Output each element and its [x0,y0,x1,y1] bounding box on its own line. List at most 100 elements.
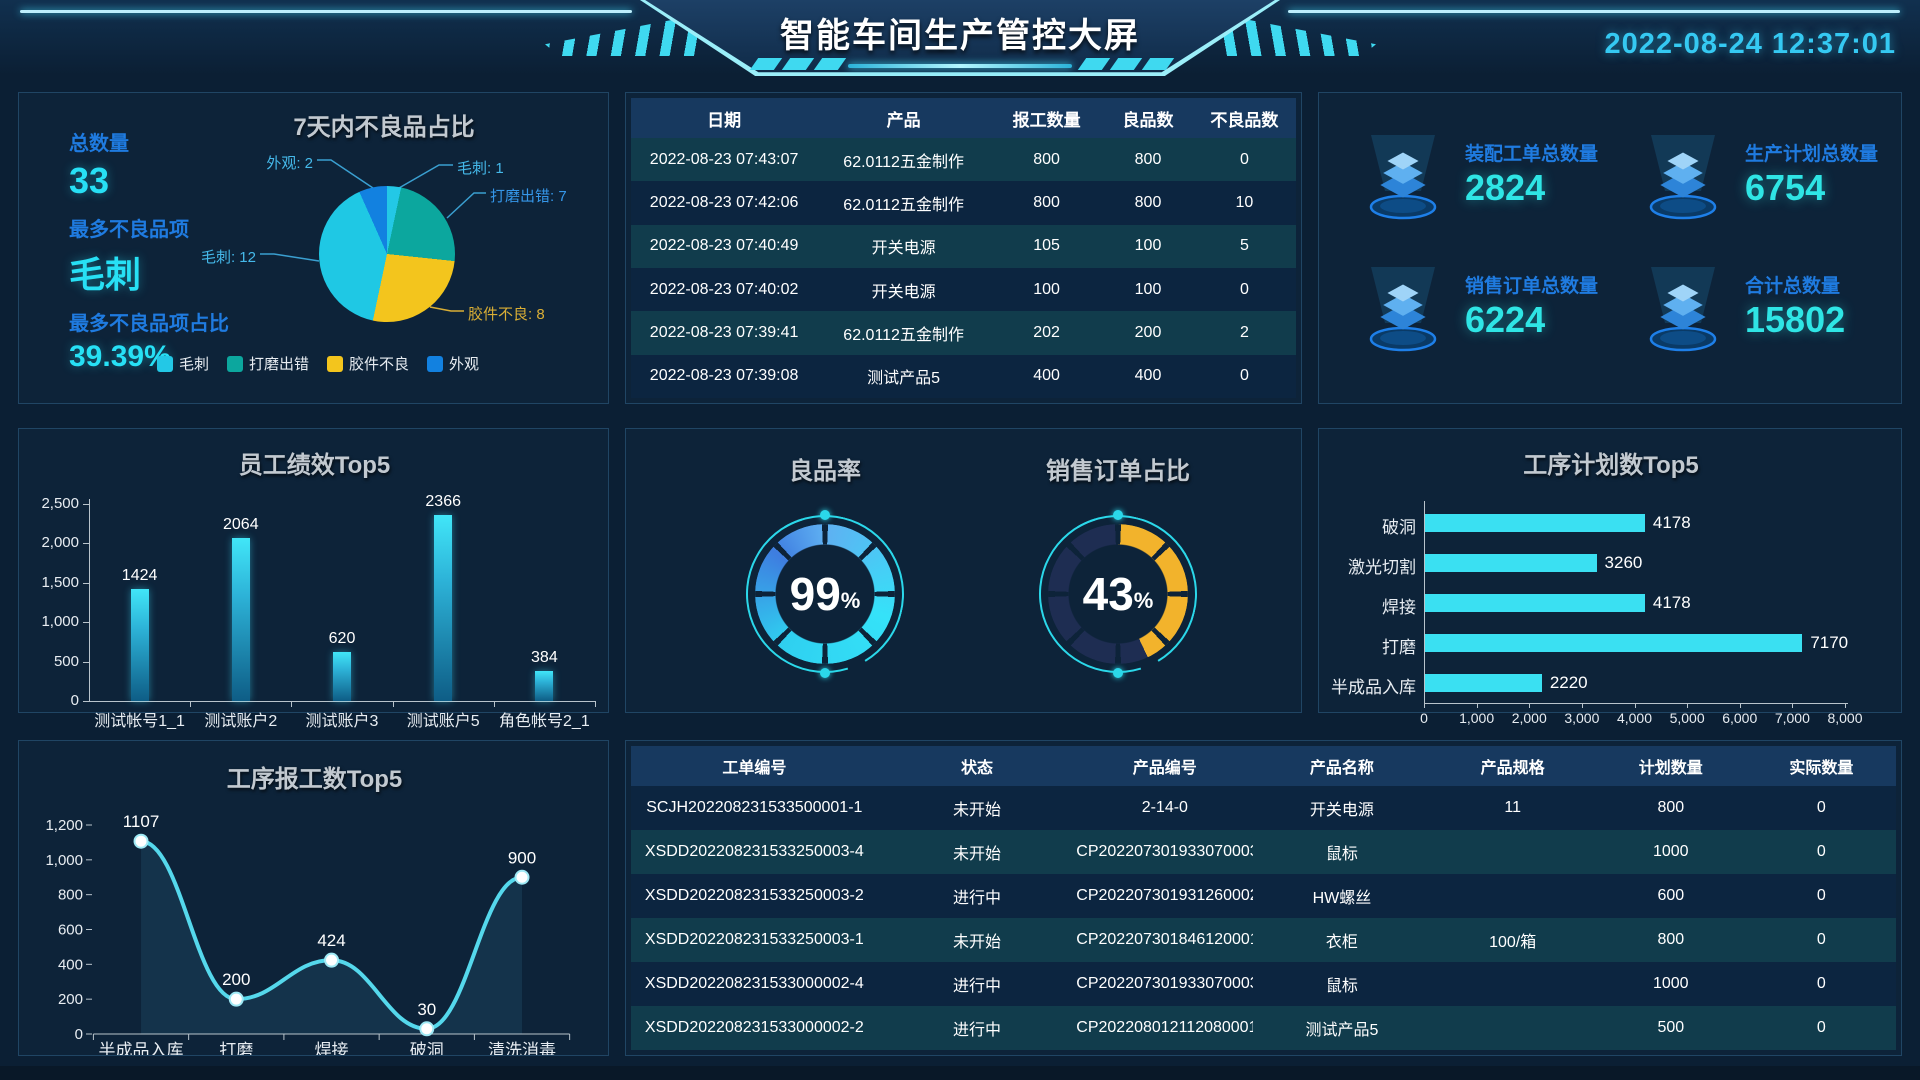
x-category-label: 打磨 [219,1041,253,1055]
bar-value-label: 384 [531,648,558,666]
footer-strip [0,1066,1920,1080]
employee-chart-title: 员工绩效Top5 [238,452,391,479]
y-axis-line [89,499,90,701]
title-underline [848,64,1072,68]
table-row: 2022-08-23 07:40:49 开关电源 105 100 5 [631,224,1296,268]
bar-value-label: 4178 [1652,513,1691,532]
total-card: 生产计划总数量 6754 [1637,123,1902,243]
header: 智能车间生产管控大屏 2022-08-24 12:37:01 [0,0,1920,88]
sales-ratio-gauge: 43% [1011,487,1225,701]
x-category-label: 测试账户2 [204,713,278,730]
total-card: 合计总数量 15802 [1637,255,1902,375]
pie-label: 毛刺: 12 [200,249,256,266]
y-category-label: 打磨 [1382,638,1416,657]
table-row: 2022-08-23 07:39:08 测试产品5 400 400 0 [631,354,1296,398]
y-tick-label: 2,000 [41,534,79,552]
table-cell: XSDD202208231533250003-2 [644,887,864,904]
x-category-label: 焊接 [315,1041,349,1055]
y-category-label: 焊接 [1382,598,1416,617]
total-card-value: 2824 [1465,167,1546,208]
y-tick-label: 1,000 [41,613,79,631]
total-card-label: 销售订单总数量 [1465,276,1599,297]
column-header: 状态 [960,760,993,777]
x-tick-mark [595,701,596,707]
bar [1425,554,1597,572]
gauge-value: 99 [789,568,841,620]
column-header: 产品 [886,110,921,130]
x-tick-mark [1424,703,1425,708]
table-cell: 进行中 [952,890,1001,907]
work-order-table: 工单编号 状态 产品编号 产品名称 产品规格 计划数量 实际数量 SCJH202208231… [631,746,1896,1050]
x-category-label: 破洞 [410,1041,444,1055]
gauge-value: 43 [1082,568,1134,620]
table-header: 工单编号 状态 产品编号 产品名称 产品规格 计划数量 实际数量 [631,746,1896,786]
table-cell: 800 [1033,193,1060,211]
defect-chart-title: 7天内不良品占比 [293,114,475,141]
y-tick-label: 1,000 [45,852,83,869]
table-cell: 测试产品5 [1305,1022,1379,1039]
table-cell: 0 [1816,843,1826,860]
y-tick-mark [83,504,89,505]
legend-item: 毛刺 [157,353,209,374]
table-cell: CP202207301933070003 [1076,975,1254,992]
table-cell: XSDD202208231533250003-1 [644,931,864,948]
x-tick-label: 1,000 [1459,710,1495,726]
legend-swatch [227,355,244,372]
top-defect-ratio-stat: 最多不良品项占比 39.39% [69,313,229,373]
table-cell: 2 [1239,323,1249,341]
table-cell: 1000 [1652,975,1689,992]
y-tick-label: 0 [75,1026,83,1043]
total-card: 装配工单总数量 2824 [1357,123,1622,243]
table-cell: 0 [1239,367,1249,385]
table-cell: SCJH202208231533500001-1 [646,799,863,816]
gauges-panel: 良品率 销售订单占比 99% 43% [625,428,1302,713]
x-tick-label: 6,000 [1722,710,1758,726]
table-header: 日期 产品 报工数量 良品数 不良品数 [631,98,1296,138]
clock: 2022-08-24 12:37:01 [1604,28,1896,60]
x-tick-mark [1529,703,1531,708]
table-cell: 500 [1657,1019,1685,1036]
table-cell: 600 [1657,887,1685,904]
y-category-label: 激光切割 [1348,558,1416,577]
column-header: 产品编号 [1132,760,1197,777]
y-tick-mark [83,701,89,702]
legend-item: 打磨出错 [227,353,309,374]
work-order-table-panel: 工单编号 状态 产品编号 产品名称 产品规格 计划数量 实际数量 SCJH202208231… [625,740,1902,1056]
y-tick-label: 2,500 [41,495,79,512]
legend-swatch [427,355,444,372]
pie-label: 打磨出错: 7 [490,188,567,205]
table-cell: 0 [1816,1019,1826,1036]
column-header: 良品数 [1122,110,1174,130]
layers-icon [1649,135,1717,220]
bar [1425,674,1542,692]
page-title: 智能车间生产管控大屏 [780,17,1140,55]
table-cell: 鼠标 [1325,978,1358,995]
x-category-label: 测试帐号1_1 [94,713,185,730]
column-header: 报工数量 [1012,110,1081,130]
bar-value-label: 1424 [121,566,158,584]
bar-value-label: 2064 [223,516,259,534]
table-cell: 0 [1816,975,1826,992]
table-cell: 2022-08-23 07:43:07 [649,150,799,168]
x-category-label: 清洗消毒 [488,1041,556,1055]
work-report-table: 日期 产品 报工数量 良品数 不良品数 2022-08-23 07:43:07 62.01… [631,98,1296,398]
bar [1425,634,1803,652]
table-cell: 62.0112五金制作 [843,196,964,214]
table-cell: 2022-08-23 07:39:08 [649,367,799,385]
y-tick-label: 1,200 [45,817,83,834]
bar [130,588,149,701]
table-cell: 100/箱 [1489,934,1537,951]
point-value-label: 1107 [123,812,160,831]
bar-value-label: 4178 [1652,593,1691,612]
layers-icon [1649,267,1717,352]
table-cell: 800 [1657,799,1685,816]
total-count-stat: 总数量 33 [69,133,129,201]
x-tick-mark [1687,703,1689,708]
legend-item: 外观 [427,353,479,374]
line-point [133,833,149,849]
table-cell: 0 [1239,280,1249,298]
title-dashes-left [749,58,847,70]
table-cell: 未开始 [952,934,1001,951]
table-row: XSDD202208231533250003-4 未开始 CP20220730193… [631,830,1896,874]
table-cell: CP202208012112080001 [1076,1019,1254,1036]
